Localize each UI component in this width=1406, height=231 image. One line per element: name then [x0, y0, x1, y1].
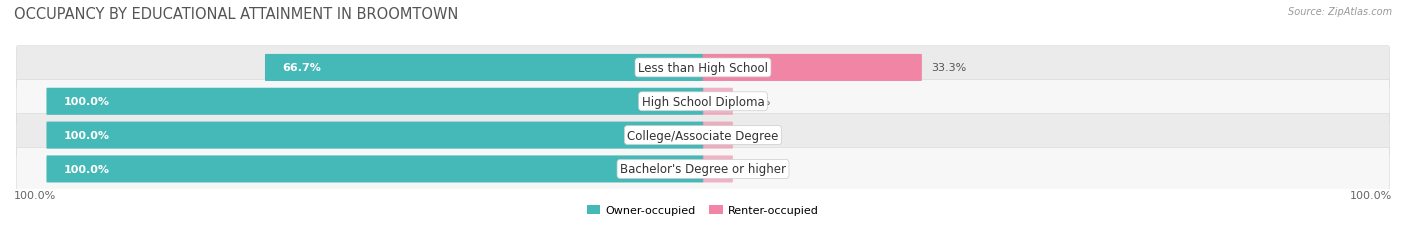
FancyBboxPatch shape — [703, 156, 733, 183]
FancyBboxPatch shape — [17, 114, 1389, 157]
Text: 100.0%: 100.0% — [14, 190, 56, 200]
Text: 33.3%: 33.3% — [931, 63, 966, 73]
FancyBboxPatch shape — [703, 55, 922, 82]
FancyBboxPatch shape — [17, 80, 1389, 123]
Text: High School Diploma: High School Diploma — [641, 95, 765, 108]
Text: Less than High School: Less than High School — [638, 62, 768, 75]
Text: 0.0%: 0.0% — [742, 131, 770, 140]
Text: College/Associate Degree: College/Associate Degree — [627, 129, 779, 142]
Text: 100.0%: 100.0% — [63, 97, 110, 107]
Text: 100.0%: 100.0% — [63, 164, 110, 174]
Text: 66.7%: 66.7% — [281, 63, 321, 73]
Text: Source: ZipAtlas.com: Source: ZipAtlas.com — [1288, 7, 1392, 17]
FancyBboxPatch shape — [46, 122, 703, 149]
FancyBboxPatch shape — [17, 47, 1389, 90]
FancyBboxPatch shape — [703, 88, 733, 115]
Legend: Owner-occupied, Renter-occupied: Owner-occupied, Renter-occupied — [582, 200, 824, 219]
FancyBboxPatch shape — [17, 148, 1389, 191]
Text: 100.0%: 100.0% — [1350, 190, 1392, 200]
FancyBboxPatch shape — [264, 55, 703, 82]
Text: 0.0%: 0.0% — [742, 97, 770, 107]
FancyBboxPatch shape — [703, 122, 733, 149]
Text: OCCUPANCY BY EDUCATIONAL ATTAINMENT IN BROOMTOWN: OCCUPANCY BY EDUCATIONAL ATTAINMENT IN B… — [14, 7, 458, 22]
FancyBboxPatch shape — [46, 156, 703, 183]
Text: 0.0%: 0.0% — [742, 164, 770, 174]
Text: 100.0%: 100.0% — [63, 131, 110, 140]
Text: Bachelor's Degree or higher: Bachelor's Degree or higher — [620, 163, 786, 176]
FancyBboxPatch shape — [46, 88, 703, 115]
